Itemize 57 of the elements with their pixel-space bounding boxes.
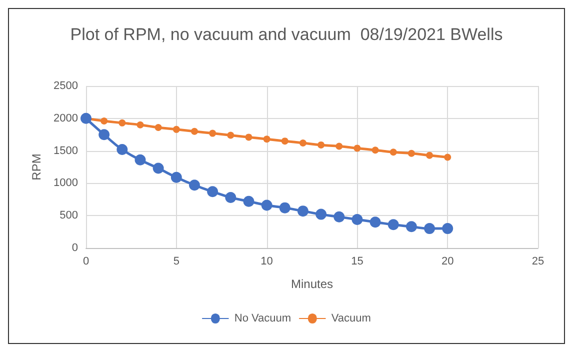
point	[334, 211, 345, 222]
point	[281, 138, 288, 145]
point	[444, 154, 452, 161]
point	[190, 128, 198, 135]
x-tick-label: 15	[351, 256, 364, 268]
point	[297, 206, 308, 217]
point	[154, 124, 162, 131]
point	[316, 208, 327, 220]
point	[261, 200, 272, 211]
y-tick-label: 1500	[54, 144, 78, 157]
point	[336, 142, 343, 150]
point	[318, 141, 325, 148]
point	[408, 150, 415, 157]
point	[424, 223, 436, 234]
point	[426, 152, 434, 159]
x-tick-label: 20	[441, 256, 454, 268]
point	[370, 216, 381, 228]
point	[245, 134, 252, 141]
point	[152, 162, 164, 174]
point	[354, 144, 361, 152]
point	[279, 202, 290, 214]
point	[406, 221, 417, 232]
y-tick-label: 1000	[54, 177, 78, 190]
point	[136, 121, 144, 128]
y-tick-label: 2000	[54, 112, 78, 124]
point	[100, 117, 108, 124]
point	[170, 172, 182, 183]
legend-label: Vacuum	[331, 312, 371, 324]
y-tick-label: 0	[72, 242, 78, 254]
point	[116, 144, 128, 155]
y-tick-label: 2500	[54, 80, 78, 92]
point	[172, 126, 180, 133]
x-tick-label: 5	[173, 256, 180, 268]
point	[98, 129, 110, 140]
point	[352, 214, 363, 225]
x-axis-title: Minutes	[290, 277, 334, 291]
x-tick-label: 0	[82, 256, 90, 268]
point	[188, 180, 200, 191]
point	[388, 219, 399, 230]
point	[225, 192, 236, 203]
y-axis-title: RPM	[30, 154, 44, 180]
legend-label: No Vacuum	[234, 312, 292, 324]
point	[442, 223, 454, 234]
y-tick-label: 500	[60, 210, 78, 222]
point	[207, 186, 218, 198]
x-tick-label: 10	[260, 256, 273, 268]
point	[372, 146, 379, 154]
point	[263, 136, 270, 143]
point	[390, 148, 397, 156]
point	[118, 119, 126, 126]
point	[134, 154, 146, 166]
point	[299, 140, 306, 147]
point	[227, 132, 234, 139]
chart-title: Plot of RPM, no vacuum and vacuum 08/19/2021 BWells	[70, 25, 503, 44]
x-tick-label: 25	[532, 256, 544, 268]
point	[209, 130, 216, 137]
point	[243, 196, 254, 207]
